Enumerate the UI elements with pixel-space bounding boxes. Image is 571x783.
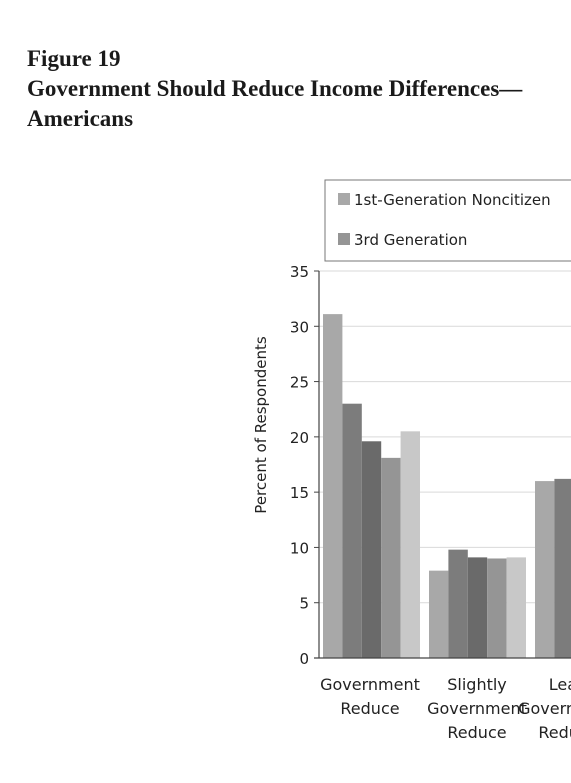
y-tick-label: 5 xyxy=(299,595,309,613)
x-category-label: Government xyxy=(320,675,420,694)
bar xyxy=(342,403,362,658)
bar xyxy=(487,558,507,658)
x-category-label: Reduce xyxy=(538,723,571,742)
bar xyxy=(448,549,468,658)
bar xyxy=(535,481,555,658)
y-tick-label: 0 xyxy=(299,650,309,668)
x-category-label: Slightly xyxy=(447,675,507,694)
y-tick-label: 15 xyxy=(290,484,309,502)
figure-label: Figure 19 xyxy=(27,46,121,71)
x-category-label: Reduce xyxy=(447,723,506,742)
bar xyxy=(467,557,488,658)
bar xyxy=(323,314,343,658)
y-tick-label: 35 xyxy=(290,263,309,281)
x-category-label: Reduce xyxy=(340,699,399,718)
y-tick-label: 20 xyxy=(290,429,309,447)
y-tick-label: 10 xyxy=(290,539,309,557)
bar xyxy=(381,457,401,658)
bar xyxy=(361,441,382,658)
bar xyxy=(554,478,571,658)
legend-swatch xyxy=(338,233,350,245)
figure-title-line-2: Americans xyxy=(27,106,134,131)
y-axis-title: Percent of Respondents xyxy=(252,336,270,514)
bar xyxy=(400,431,420,658)
legend-swatch xyxy=(338,193,350,205)
x-category-label: Lean xyxy=(549,675,571,694)
figure-title-line-1: Government Should Reduce Income Differen… xyxy=(27,76,523,101)
x-category-label: Government xyxy=(518,699,571,718)
y-tick-label: 25 xyxy=(290,374,309,392)
figure-header: Figure 19 Government Should Reduce Incom… xyxy=(27,44,522,134)
bar xyxy=(506,557,526,658)
legend-label: 1st-Generation Noncitizen xyxy=(354,191,551,209)
y-tick-label: 30 xyxy=(290,318,309,336)
legend-label: 3rd Generation xyxy=(354,231,467,249)
x-category-label: Government xyxy=(427,699,527,718)
legend-box xyxy=(324,179,571,262)
bar xyxy=(429,570,449,658)
